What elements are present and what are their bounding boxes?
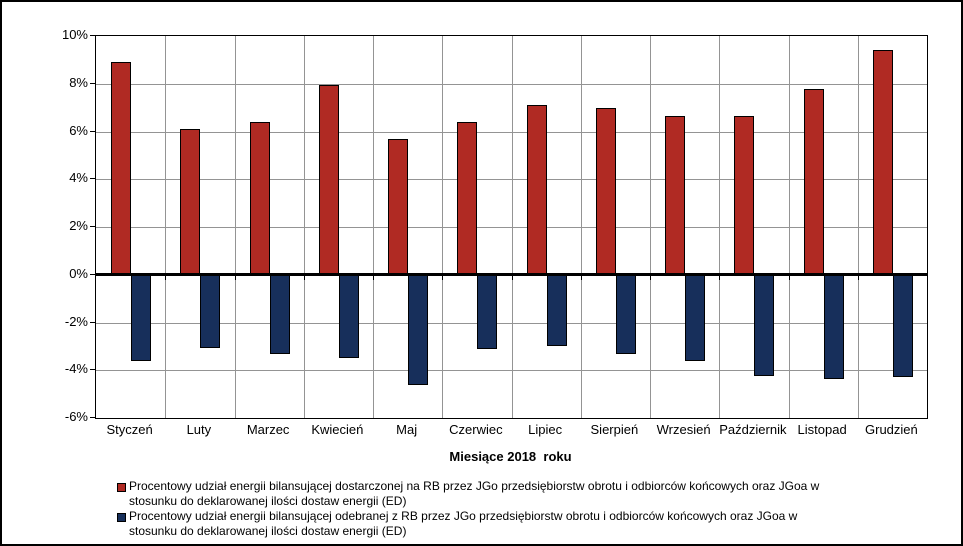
y-tick-mark [90, 35, 95, 36]
horizontal-gridline [96, 370, 927, 372]
x-tick-mark [303, 276, 305, 281]
bar-odebrana-8 [615, 274, 636, 354]
y-tick-mark [90, 226, 95, 227]
bar-dostarczona-5 [388, 138, 408, 275]
y-tick-mark [90, 130, 95, 132]
x-tick-label: Czerwiec [449, 422, 503, 437]
bar-dostarczona-8 [595, 107, 616, 275]
plot-area [95, 35, 928, 419]
bar-dostarczona-9 [665, 115, 685, 275]
bar-odebrana-9 [685, 274, 705, 361]
x-tick-label: Marzec [246, 422, 290, 437]
x-tick-mark [788, 276, 790, 281]
bar-odebrana-10 [754, 274, 775, 377]
legend-marker-red-square [117, 483, 126, 492]
bar-odebrana-3 [269, 274, 290, 354]
y-tick-label: -2% [64, 313, 88, 329]
y-tick-label: 8% [69, 74, 88, 90]
y-tick-label: 2% [69, 218, 88, 233]
x-tick-label: Listopad [797, 422, 847, 437]
x-tick-mark [373, 276, 374, 281]
y-tick-mark [90, 273, 95, 275]
x-tick-mark [580, 276, 582, 281]
horizontal-gridline [96, 179, 927, 181]
x-tick-mark [857, 276, 859, 281]
x-tick-label: Wrzesień [656, 422, 711, 437]
y-tick-mark [90, 321, 95, 323]
y-tick-mark [90, 369, 95, 371]
bar-odebrana-12 [892, 274, 913, 378]
bar-dostarczona-4 [318, 84, 339, 275]
x-tick-mark [165, 276, 167, 281]
horizontal-gridline [96, 83, 927, 85]
x-tick-label: Sierpień [590, 422, 639, 437]
bar-odebrana-2 [200, 274, 221, 348]
legend: Procentowy udział energii bilansującej d… [117, 479, 819, 539]
y-tick-label: 10% [61, 27, 88, 42]
zero-axis-line [96, 273, 927, 277]
bar-dostarczona-2 [180, 129, 201, 275]
x-axis-title: Miesiące 2018 roku [449, 449, 572, 464]
legend-label-dostarczona: Procentowy udział energii bilansującej d… [129, 479, 819, 509]
y-tick-label: 6% [69, 122, 88, 138]
bar-odebrana-5 [408, 274, 428, 385]
x-tick-mark [442, 276, 444, 281]
bar-dostarczona-10 [734, 115, 755, 275]
x-tick-mark [234, 276, 236, 281]
x-tick-mark [650, 276, 651, 281]
bar-odebrana-7 [546, 274, 567, 347]
horizontal-gridline [96, 322, 927, 324]
y-tick-mark [90, 178, 95, 180]
horizontal-gridline [96, 227, 927, 228]
bar-odebrana-1 [131, 274, 151, 361]
legend-item-odebrana: Procentowy udział energii bilansującej o… [117, 509, 819, 539]
bar-dostarczona-6 [457, 121, 478, 275]
y-tick-label: 4% [69, 170, 88, 186]
y-tick-label: 0% [69, 265, 88, 281]
x-tick-label: Maj [396, 422, 418, 437]
bar-odebrana-4 [338, 274, 359, 359]
y-tick-mark [90, 417, 95, 418]
legend-label-line: Procentowy udział energii bilansującej d… [129, 479, 820, 493]
bar-dostarczona-11 [803, 88, 824, 275]
x-tick-mark [719, 276, 721, 281]
x-tick-label: Grudzień [865, 422, 918, 437]
x-tick-label: Luty [186, 422, 212, 437]
bar-dostarczona-7 [526, 105, 547, 275]
legend-item-dostarczona: Procentowy udział energii bilansującej d… [117, 479, 819, 509]
legend-label-odebrana: Procentowy udział energii bilansującej o… [129, 509, 797, 539]
x-tick-label: Kwiecień [311, 422, 364, 437]
legend-marker-blue-square [117, 513, 126, 522]
bar-odebrana-11 [823, 274, 844, 379]
x-tick-label: Lipiec [528, 422, 563, 437]
bar-dostarczona-1 [111, 62, 131, 275]
y-tick-label: -6% [64, 409, 88, 424]
x-tick-label: Styczeń [106, 422, 153, 437]
bar-odebrana-6 [477, 274, 498, 349]
legend-label-line: Procentowy udział energii bilansującej o… [129, 509, 798, 523]
legend-label-line: stosunku do deklarowanej ilości dostaw e… [129, 494, 407, 508]
horizontal-gridline [96, 131, 927, 133]
legend-label-line: stosunku do deklarowanej ilości dostaw e… [129, 524, 407, 538]
y-tick-mark [90, 82, 95, 84]
bar-dostarczona-3 [249, 121, 270, 275]
x-tick-mark [511, 276, 513, 281]
x-tick-label: Październik [719, 422, 787, 437]
y-tick-label: -4% [64, 361, 88, 377]
bar-dostarczona-12 [872, 50, 893, 275]
